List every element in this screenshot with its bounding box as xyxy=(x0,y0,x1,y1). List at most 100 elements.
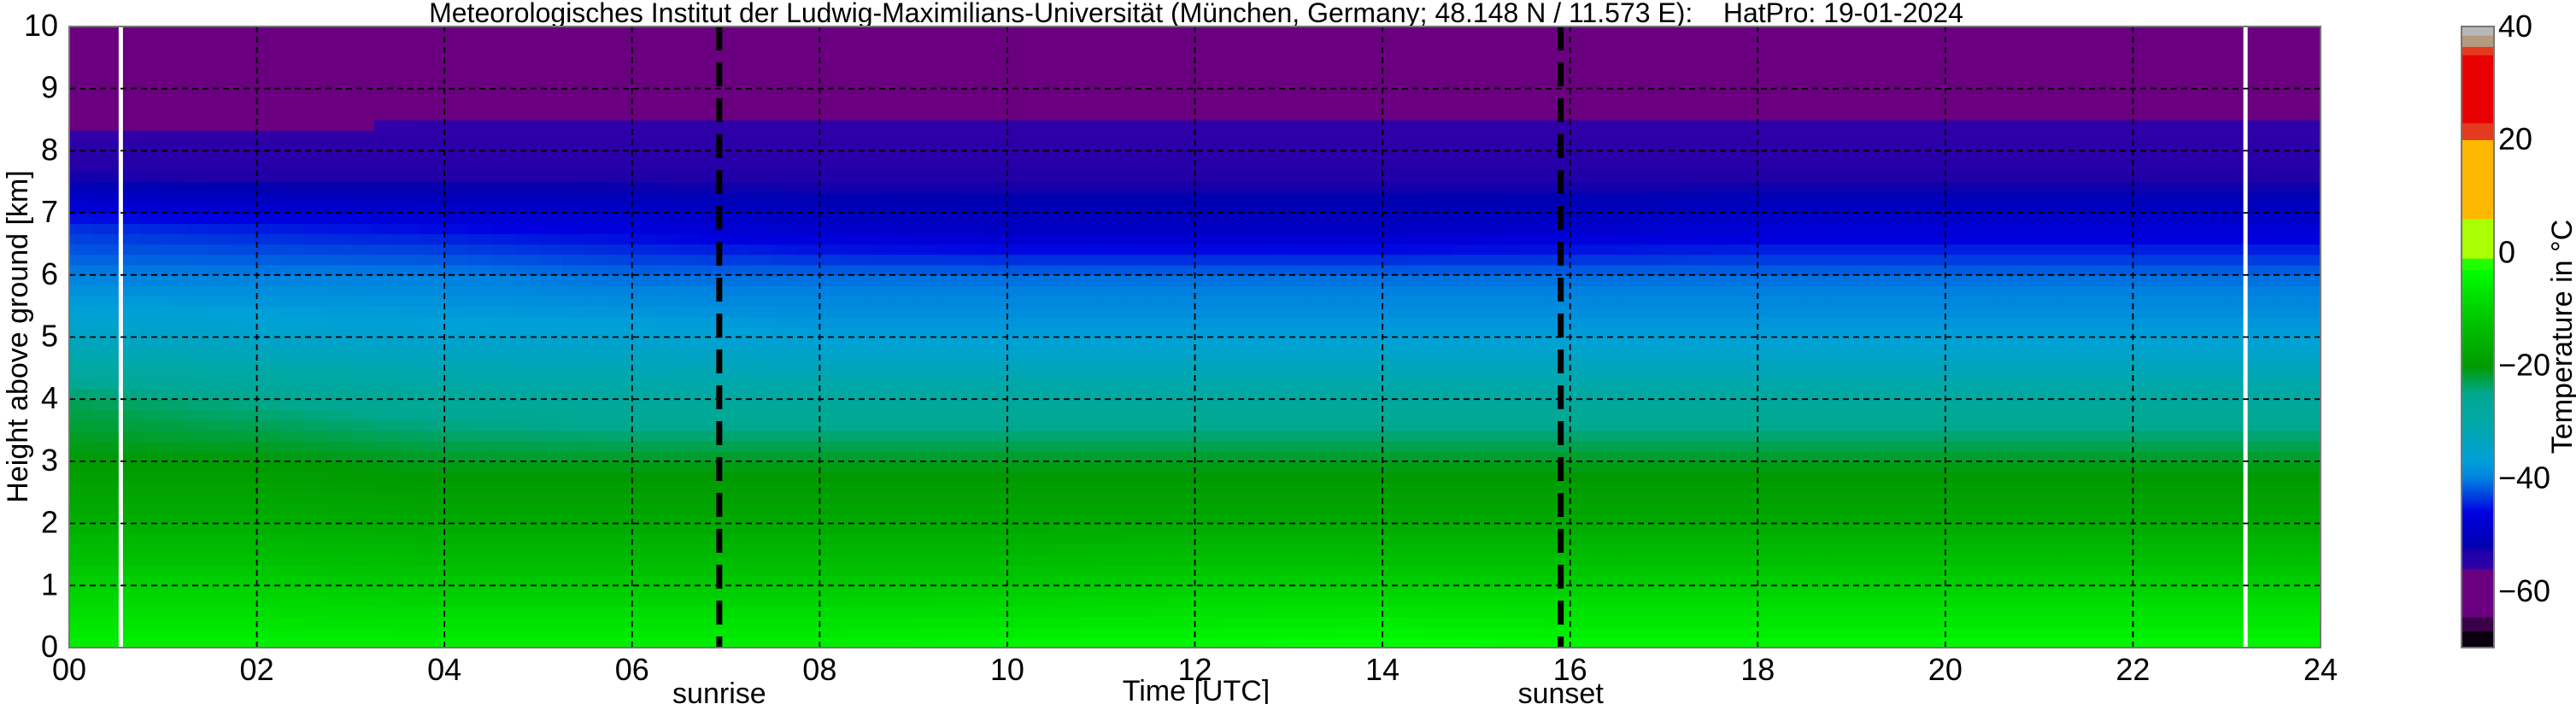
heatmap-cell xyxy=(608,67,633,79)
heatmap-cell xyxy=(1875,316,1899,328)
heatmap-cell xyxy=(1664,389,1688,400)
heatmap-cell xyxy=(420,513,445,525)
heatmap-cell xyxy=(983,181,1008,193)
heatmap-cell xyxy=(538,88,563,100)
heatmap-cell xyxy=(1476,47,1501,59)
heatmap-cell xyxy=(702,419,727,431)
heatmap-cell xyxy=(1452,482,1477,493)
heatmap-cell xyxy=(1429,120,1454,131)
heatmap-cell xyxy=(725,150,750,162)
heatmap-cell xyxy=(608,296,633,307)
heatmap-cell xyxy=(1053,78,1078,90)
heatmap-cell xyxy=(631,595,656,607)
heatmap-cell xyxy=(1006,502,1032,514)
heatmap-cell xyxy=(561,523,586,535)
heatmap-cell xyxy=(1452,47,1477,59)
heatmap-cell xyxy=(1335,264,1360,276)
heatmap-cell xyxy=(1006,419,1032,431)
heatmap-cell xyxy=(584,202,610,214)
heatmap-cell xyxy=(326,513,352,525)
heatmap-cell xyxy=(1241,337,1266,349)
heatmap-cell xyxy=(1265,357,1289,369)
heatmap-cell xyxy=(1640,264,1665,276)
heatmap-cell xyxy=(842,347,867,359)
heatmap-cell xyxy=(1945,492,1969,504)
heatmap-cell xyxy=(1992,140,2016,152)
heatmap-cell xyxy=(1311,606,1336,618)
heatmap-cell xyxy=(655,472,680,483)
heatmap-cell xyxy=(960,296,985,307)
heatmap-cell xyxy=(608,213,633,224)
heatmap-cell xyxy=(1593,543,1618,555)
heatmap-cell xyxy=(983,233,1008,245)
heatmap-cell xyxy=(889,585,914,597)
heatmap-cell xyxy=(1969,37,1993,48)
heatmap-cell xyxy=(186,461,211,472)
heatmap-cell xyxy=(1194,243,1219,255)
heatmap-cell xyxy=(608,88,633,100)
heatmap-cell xyxy=(1218,306,1243,317)
heatmap-cell xyxy=(1570,47,1594,59)
heatmap-cell xyxy=(1265,98,1289,110)
heatmap-cell xyxy=(139,223,164,235)
heatmap-cell xyxy=(1030,450,1055,462)
heatmap-cell xyxy=(819,626,844,638)
heatmap-cell xyxy=(420,357,445,369)
heatmap-cell xyxy=(1241,181,1266,193)
heatmap-cell xyxy=(420,626,445,638)
heatmap-cell xyxy=(69,326,94,338)
heatmap-cell xyxy=(960,367,985,379)
heatmap-cell xyxy=(373,316,398,328)
heatmap-cell xyxy=(397,26,422,38)
heatmap-cell xyxy=(561,37,586,48)
heatmap-cell xyxy=(1358,616,1383,628)
heatmap-cell xyxy=(1499,191,1524,203)
heatmap-cell xyxy=(444,161,469,173)
heatmap-cell xyxy=(1570,450,1594,462)
heatmap-cell xyxy=(936,181,961,193)
heatmap-cell xyxy=(842,626,867,638)
heatmap-cell xyxy=(1077,606,1102,618)
heatmap-cell xyxy=(913,595,938,607)
heatmap-cell xyxy=(1429,533,1454,545)
heatmap-cell xyxy=(1006,492,1032,504)
heatmap-cell xyxy=(1499,409,1524,421)
heatmap-cell xyxy=(326,399,352,411)
heatmap-cell xyxy=(1757,637,1782,648)
heatmap-cell xyxy=(749,285,774,296)
heatmap-cell xyxy=(350,533,375,545)
heatmap-cell xyxy=(1523,78,1547,90)
heatmap-cell xyxy=(1781,357,1805,369)
heatmap-cell xyxy=(1053,492,1078,504)
heatmap-cell xyxy=(1804,213,1829,224)
heatmap-cell xyxy=(1241,554,1266,566)
heatmap-cell xyxy=(1311,347,1336,359)
heatmap-cell xyxy=(842,409,867,421)
heatmap-cell xyxy=(725,37,750,48)
heatmap-cell xyxy=(795,78,821,90)
heatmap-cell xyxy=(1405,98,1430,110)
heatmap-cell xyxy=(1006,78,1032,90)
heatmap-cell xyxy=(983,461,1008,472)
heatmap-cell xyxy=(1358,533,1383,545)
heatmap-cell xyxy=(209,543,234,555)
heatmap-cell xyxy=(749,409,774,421)
heatmap-cell xyxy=(678,637,703,648)
heatmap-cell xyxy=(1710,585,1735,597)
heatmap-cell xyxy=(1382,430,1407,442)
heatmap-cell xyxy=(69,161,94,173)
heatmap-cell xyxy=(467,150,492,162)
heatmap-cell xyxy=(842,482,867,493)
heatmap-cell xyxy=(1452,98,1477,110)
heatmap-cell xyxy=(936,78,961,90)
heatmap-cell xyxy=(233,472,258,483)
heatmap-cell xyxy=(631,565,656,576)
heatmap-cell xyxy=(162,554,187,566)
heatmap-cell xyxy=(1311,513,1336,525)
heatmap-cell xyxy=(162,461,187,472)
heatmap-cell xyxy=(1382,399,1407,411)
heatmap-cell xyxy=(1358,47,1383,59)
heatmap-cell xyxy=(444,450,469,462)
heatmap-cell xyxy=(936,367,961,379)
heatmap-cell xyxy=(1757,616,1782,628)
